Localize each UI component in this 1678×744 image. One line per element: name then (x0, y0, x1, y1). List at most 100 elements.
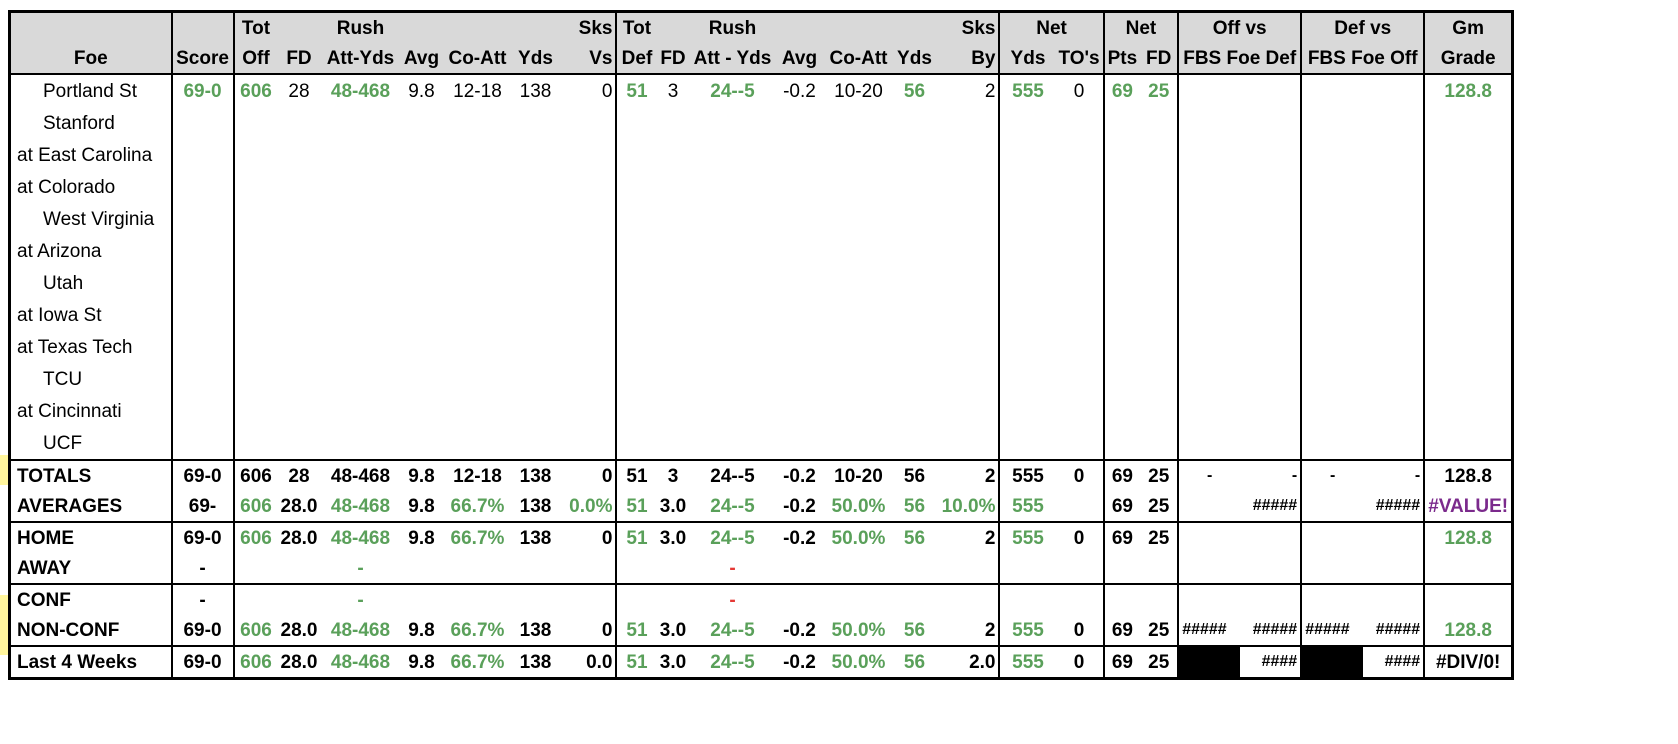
game-net-yds-cell (998, 267, 1056, 299)
game-tos-cell (1055, 363, 1103, 395)
game-dco-att-cell (823, 395, 893, 427)
game-offa-cell (1177, 203, 1241, 235)
game-tot-off-cell (232, 107, 278, 139)
header-cell (170, 11, 234, 43)
summary-body: TOTALS 69-0 606 28 48-468 9.8 12-18 138 0 51 3 24--… (9, 460, 1513, 679)
game-defa-cell (1300, 427, 1364, 460)
nonconf-sks-by-cell: 2 (984, 619, 996, 641)
game-yds-cell (512, 235, 558, 267)
game-net-pts-cell (1102, 395, 1141, 427)
last4-rush-cell: 48-468 (330, 651, 391, 673)
game-net-fd-cell (1140, 331, 1178, 363)
game-offa-cell (1177, 267, 1241, 299)
game-tot-off-cell (232, 171, 278, 203)
game-dfd-cell (656, 235, 689, 267)
away-defa-cell (1300, 553, 1364, 584)
game-tot-def-cell (615, 395, 657, 427)
nonconf-defa-cell: ##### (1300, 615, 1364, 646)
last4-row: Last 4 Weeks 69-0 606 28.0 48-468 9.8 66.7% 138… (9, 646, 1513, 679)
header-cell (775, 11, 824, 43)
game-offb-cell (1240, 203, 1301, 235)
totals-row: TOTALS 69-0 606 28 48-468 9.8 12-18 138 0 51 3 24--… (9, 460, 1513, 491)
game-rush-cell (320, 331, 400, 363)
game-sks-vs-cell (558, 395, 616, 427)
away-grade-cell (1423, 553, 1513, 584)
game-offa-cell (1177, 395, 1241, 427)
header-cell: Grade (1423, 43, 1513, 74)
game-davg-cell (775, 171, 823, 203)
averages-net-fd-cell: 25 (1148, 495, 1170, 517)
away-score-cell: - (170, 553, 234, 584)
game-tot-off-cell (232, 235, 278, 267)
game-co-att-cell (442, 267, 512, 299)
game-row: at Arizona (10, 235, 1513, 267)
conf-defb-cell (1363, 584, 1424, 615)
home-tot-off-cell: 606 (232, 522, 278, 553)
game-tot-off-cell (232, 203, 278, 235)
game-offa-cell (1177, 363, 1241, 395)
nonconf-net-pts-cell: 69 (1102, 615, 1141, 646)
game-defb-cell (1363, 267, 1424, 299)
totals-avg-cell: 9.8 (408, 465, 435, 487)
away-dyds-cell (893, 553, 935, 584)
averages-drush-cell: 24--5 (710, 495, 755, 517)
game-score-cell (170, 139, 234, 171)
nonconf-net-yds-cell: 555 (998, 615, 1056, 646)
game-defa-cell (1300, 235, 1364, 267)
away-tot-def-cell (615, 553, 657, 584)
averages-tot-off-cell: 606 (232, 491, 278, 522)
game-yds-cell (512, 427, 558, 460)
game-offb-cell (1240, 331, 1301, 363)
row-highlight-marker (0, 595, 8, 625)
game-net-fd-cell (1140, 107, 1178, 139)
game-sks-vs-cell (558, 331, 616, 363)
last4-defb-cell: #### (1384, 653, 1421, 670)
conf-yds-cell (512, 584, 558, 615)
home-avg-cell: 9.8 (408, 527, 435, 549)
nonconf-offa-cell: ##### (1177, 615, 1241, 646)
game-defa-cell (1300, 203, 1364, 235)
game-net-pts-cell (1102, 299, 1141, 331)
nonconf-score-cell: 69-0 (170, 615, 234, 646)
away-dfd-cell (656, 553, 689, 584)
game-drush-cell (689, 171, 775, 203)
nonconf-grade-cell: 128.8 (1423, 615, 1513, 646)
game-tot-off-cell (232, 267, 278, 299)
game-dco-att-cell (823, 203, 893, 235)
home-dyds-cell: 56 (903, 527, 926, 549)
conf-net-fd-cell (1140, 584, 1178, 615)
averages-fd-cell: 28.0 (280, 495, 318, 517)
home-dco-att-cell: 50.0% (831, 527, 886, 549)
nonconf-row: NON-CONF 69-0 606 28.0 48-468 9.8 66.7% 138 0 51 3… (10, 615, 1513, 646)
game-net-yds-cell (998, 171, 1056, 203)
game-tot-off-cell (232, 299, 278, 331)
nonconf-dyds-cell: 56 (903, 619, 926, 641)
game-net-pts-cell (1102, 331, 1141, 363)
game-dco-att-cell: 10-20 (834, 80, 883, 102)
game-yds-cell (512, 395, 558, 427)
game-defb-cell (1363, 139, 1424, 171)
game-sks-by-cell (935, 363, 999, 395)
game-score-cell (170, 267, 234, 299)
header-cell: FD (1140, 43, 1179, 74)
game-defb-cell (1363, 395, 1424, 427)
game-sks-by-cell (935, 299, 999, 331)
game-defa-cell (1300, 331, 1364, 363)
row-label: AWAY (17, 557, 72, 579)
game-davg-cell (775, 139, 823, 171)
home-offa-cell (1177, 522, 1241, 553)
game-sks-vs-cell (558, 139, 616, 171)
game-offb-cell (1240, 267, 1301, 299)
averages-offb-cell: ##### (1252, 497, 1298, 514)
game-avg-cell (400, 235, 442, 267)
game-co-att-cell (442, 139, 512, 171)
game-co-att-cell (442, 203, 512, 235)
header-cell: Off (232, 43, 278, 74)
foe-name: at Texas Tech (17, 336, 133, 358)
totals-davg-cell: -0.2 (783, 465, 816, 487)
averages-sks-vs-cell: 0.0% (569, 495, 613, 517)
game-davg-cell (775, 299, 823, 331)
conf-net-yds-cell (998, 584, 1056, 615)
game-tos-cell: 0 (1073, 80, 1085, 102)
totals-dco-att-cell: 10-20 (834, 465, 883, 487)
